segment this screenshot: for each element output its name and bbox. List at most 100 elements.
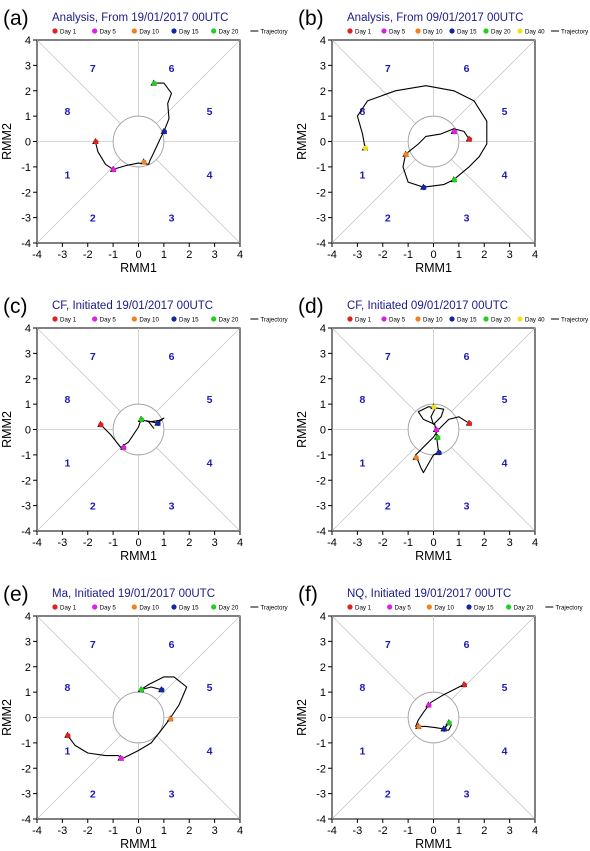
legend-label: Day 15 xyxy=(457,317,477,324)
x-tick-label: -2 xyxy=(378,537,388,549)
y-tick-label: 4 xyxy=(25,611,31,623)
day-marker xyxy=(450,176,457,183)
legend-item: Day 1 xyxy=(347,604,372,612)
legend-item: Day 5 xyxy=(92,28,116,36)
y-tick-label: 0 xyxy=(320,713,326,725)
legend-item: Day 20 xyxy=(211,28,239,36)
x-tick-label: -1 xyxy=(403,825,413,837)
marker-dot xyxy=(421,184,427,191)
day-marker xyxy=(64,731,71,739)
y-tick-label: 1 xyxy=(25,111,31,123)
day-marker xyxy=(425,701,432,708)
panel-title: Analysis, From 09/01/2017 00UTC xyxy=(347,12,523,24)
x-tick-label: -2 xyxy=(83,249,93,261)
x-tick-label: 2 xyxy=(481,537,487,549)
legend-item: Day 10 xyxy=(131,604,159,612)
day-marker xyxy=(420,183,427,191)
x-tick-label: -3 xyxy=(57,825,67,837)
legend-item: Day 15 xyxy=(171,604,199,612)
marker-dot xyxy=(65,732,71,739)
x-tick-label: 1 xyxy=(161,249,167,261)
panel-title: Ma, Initiated 19/01/2017 00UTC xyxy=(52,588,215,600)
marker-dot xyxy=(441,726,447,732)
x-tick-label: 0 xyxy=(430,537,436,549)
marker-dot xyxy=(141,159,147,165)
day-marker xyxy=(109,165,117,173)
legend-dot-swatch xyxy=(52,316,58,322)
y-tick-label: 4 xyxy=(320,323,326,335)
diagonal-line xyxy=(451,327,536,412)
phase-number: 2 xyxy=(90,789,96,801)
y-tick-label: -3 xyxy=(21,789,31,801)
y-tick-label: 1 xyxy=(25,399,31,411)
phase-number: 2 xyxy=(385,213,391,225)
x-tick-label: -4 xyxy=(327,537,337,549)
day-marker xyxy=(137,415,145,423)
y-tick-label: 0 xyxy=(25,713,31,725)
legend: Day 1 Day 5 Day 10 Day 15 Day 20 Trajectory xyxy=(52,28,289,36)
y-tick-label: -4 xyxy=(21,526,31,538)
diagonal-line xyxy=(451,735,536,820)
day-marker xyxy=(97,420,104,428)
legend-label: Day 20 xyxy=(491,29,511,36)
legend-dot-swatch xyxy=(347,316,353,322)
marker-dot xyxy=(451,177,457,183)
legend-label: Day 10 xyxy=(139,29,159,36)
diagonal-line xyxy=(331,159,416,244)
phase-number: 7 xyxy=(90,351,96,363)
day-marker xyxy=(415,722,422,730)
phase-number: 8 xyxy=(65,106,71,118)
marker-dot xyxy=(466,136,473,142)
diagonal-line xyxy=(451,39,536,124)
legend-label: Day 5 xyxy=(395,605,412,612)
phase-number: 7 xyxy=(90,639,96,651)
legend-dot-swatch xyxy=(131,28,137,34)
x-axis-label: RMM1 xyxy=(120,837,157,851)
legend-label: Day 5 xyxy=(389,317,406,324)
marker-dot xyxy=(413,455,419,461)
legend-label: Day 1 xyxy=(355,317,372,324)
y-tick-label: 2 xyxy=(25,662,31,674)
y-tick-label: 0 xyxy=(25,137,31,149)
legend-item: Day 40 xyxy=(517,28,545,36)
marker-dot xyxy=(466,420,473,427)
day-marker xyxy=(154,419,161,427)
legend-dot-swatch xyxy=(449,316,455,322)
phase-number: 3 xyxy=(169,789,175,801)
phase-number: 6 xyxy=(169,639,175,651)
y-tick-label: 4 xyxy=(25,35,31,47)
legend: Day 1 Day 5 Day 10 Day 15 Day 20 Trajectory xyxy=(52,316,289,324)
y-axis-label: RMM2 xyxy=(0,699,14,736)
phase-number: 8 xyxy=(360,394,366,406)
legend-dot-swatch xyxy=(92,604,98,610)
diagonal-line xyxy=(36,735,121,820)
legend-label: Day 10 xyxy=(423,317,443,324)
unit-circle xyxy=(407,115,460,168)
x-tick-label: -1 xyxy=(403,249,413,261)
x-tick-label: 3 xyxy=(212,249,218,261)
y-tick-label: 0 xyxy=(320,137,326,149)
phase-number: 8 xyxy=(65,682,71,694)
legend-dot-swatch xyxy=(347,28,353,34)
phase-number: 1 xyxy=(360,169,366,181)
x-tick-label: 4 xyxy=(237,537,243,549)
legend-label: Trajectory xyxy=(260,605,288,612)
x-tick-label: -4 xyxy=(32,249,42,261)
legend-label: Trajectory xyxy=(561,29,589,36)
x-tick-label: -1 xyxy=(108,249,118,261)
y-tick-label: -1 xyxy=(316,162,326,174)
x-tick-label: 2 xyxy=(481,249,487,261)
x-tick-label: -3 xyxy=(352,249,362,261)
y-tick-label: -3 xyxy=(21,501,31,513)
legend-item: Trajectory xyxy=(250,29,289,36)
marker-dot xyxy=(433,427,440,433)
day-marker xyxy=(158,686,165,693)
x-tick-label: -2 xyxy=(83,825,93,837)
y-tick-label: 0 xyxy=(25,425,31,437)
marker-dot xyxy=(436,450,442,456)
unit-circle xyxy=(112,115,165,168)
legend-item: Day 15 xyxy=(171,316,199,324)
